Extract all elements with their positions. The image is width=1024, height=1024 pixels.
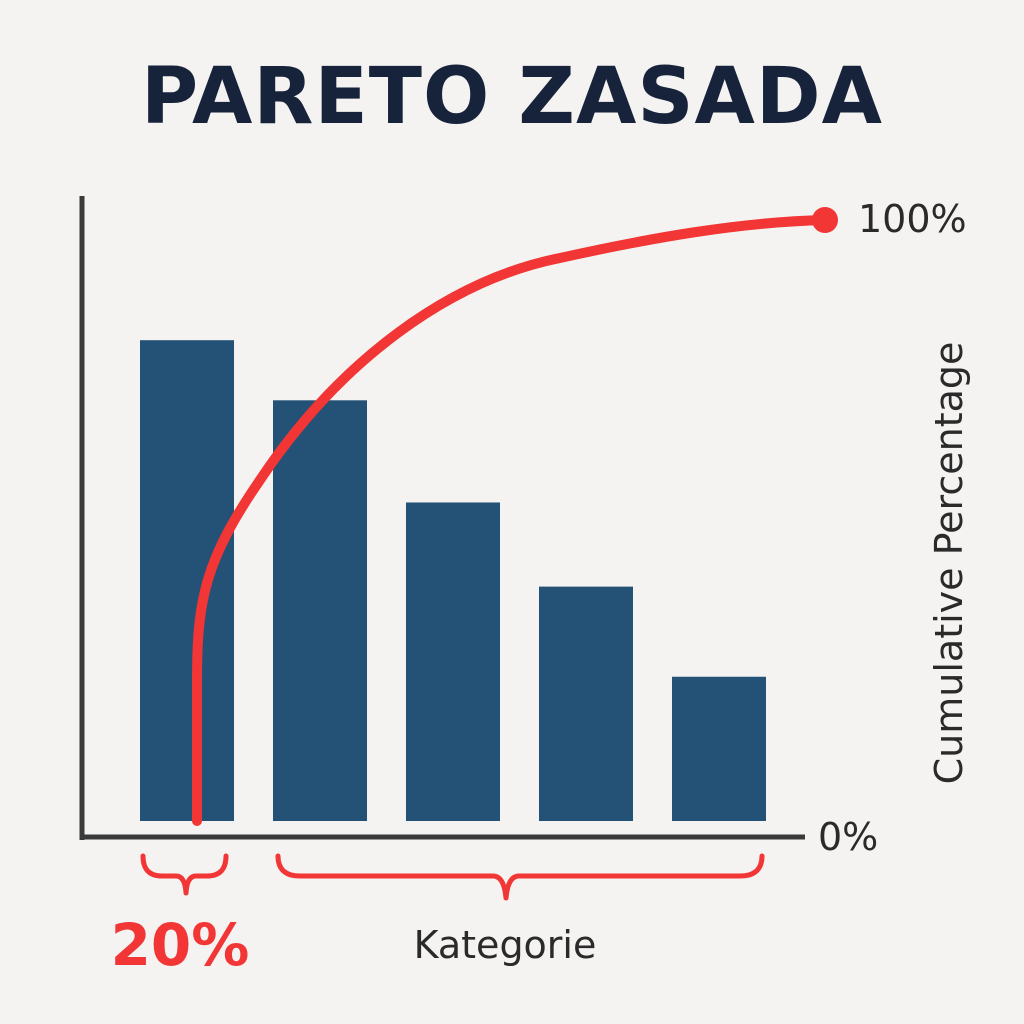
right-axis-title: Cumulative Percentage (927, 342, 971, 785)
x-axis-title: Kategorie (414, 923, 597, 967)
bar-3 (406, 502, 500, 821)
brace-remaining-categories (275, 853, 765, 901)
pareto-20-percent-label: 20% (111, 911, 250, 979)
bar-4 (539, 586, 633, 821)
chart-title: PARETO ZASADA (141, 52, 883, 142)
right-axis-tick-0: 0% (818, 815, 878, 859)
bar-series (140, 340, 766, 821)
brace-top-20-percent (140, 853, 229, 896)
bar-2 (273, 400, 367, 821)
right-axis-tick-100: 100% (858, 197, 967, 241)
bar-5 (672, 676, 766, 821)
cumulative-end-marker (812, 207, 838, 233)
cumulative-curve (192, 215, 830, 826)
bar-1 (140, 340, 234, 821)
